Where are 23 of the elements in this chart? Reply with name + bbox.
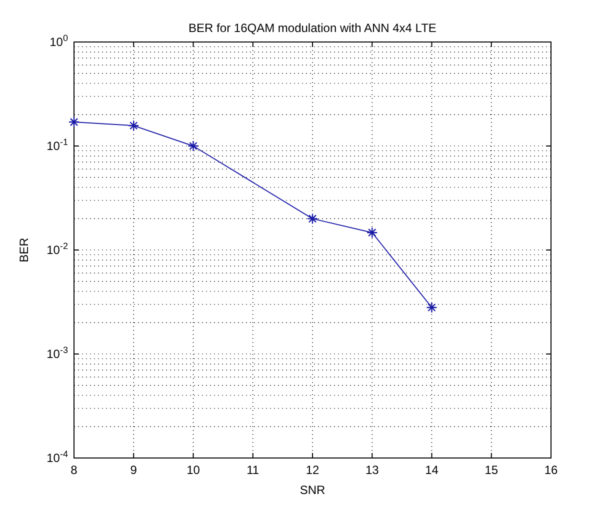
x-tick-label: 11 <box>246 463 260 477</box>
point <box>128 120 140 132</box>
x-tick-label: 13 <box>365 463 380 477</box>
x-tick-label: 14 <box>425 463 439 477</box>
point <box>306 213 318 224</box>
y-tick-label: 10$^{-1}$ <box>46 137 68 153</box>
point <box>426 302 438 314</box>
x-tick-label: 15 <box>484 463 498 477</box>
x-tick-label: 8 <box>70 463 78 477</box>
y-tick-label: 10$^{-2}$ <box>46 241 68 257</box>
x-tick-label: 16 <box>544 463 558 477</box>
y-axis-title: BER <box>17 237 31 262</box>
point <box>188 140 199 152</box>
x-tick-label: 10 <box>186 463 200 477</box>
x-tick-label: 9 <box>130 463 138 477</box>
x-axis-title: SNR <box>300 483 326 497</box>
y-tick-label: 10$^{-4}$ <box>46 449 68 465</box>
chart-title: BER for 16QAM modulation with ANN 4x4 LTE <box>188 21 436 35</box>
x-tick-label: 12 <box>306 463 320 477</box>
point <box>68 116 80 128</box>
y-tick-label: 10$^{0}$ <box>50 33 68 49</box>
y-tick-label: 10$^{-3}$ <box>46 345 68 361</box>
point <box>366 227 378 238</box>
